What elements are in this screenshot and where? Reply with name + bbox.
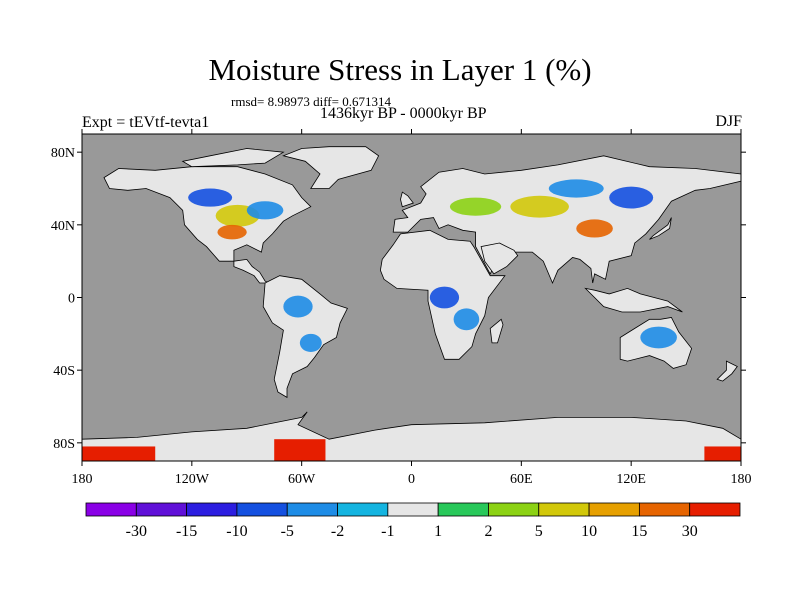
y-tick-label: 0 xyxy=(68,292,75,307)
colorbar-box xyxy=(135,502,188,517)
x-tick-label: 0 xyxy=(408,472,415,487)
landmass-uk xyxy=(400,191,414,208)
landmass-greenland xyxy=(282,146,380,189)
colorbar-label: 30 xyxy=(682,523,698,540)
colorbar-label: -10 xyxy=(226,523,247,540)
landmass-japan xyxy=(649,217,672,240)
anomaly-patch xyxy=(283,295,313,318)
y-tick-label: 40S xyxy=(53,364,75,379)
anomaly-patch xyxy=(609,186,654,209)
colorbar-box xyxy=(337,502,389,517)
x-tick-label: 60W xyxy=(288,472,316,487)
antarctic-anomaly xyxy=(82,446,156,461)
landmass-eurasia xyxy=(392,155,742,285)
anomaly-patch xyxy=(217,224,247,240)
antarctic-anomaly xyxy=(274,439,326,461)
anomaly-patch xyxy=(576,219,613,238)
landmass-indonesia xyxy=(584,287,683,313)
anomaly-patch xyxy=(449,197,502,216)
colorbar-box xyxy=(85,502,137,517)
rmsd-stats: rmsd= 8.98973 diff= 0.671314 xyxy=(231,94,391,109)
anomaly-patch xyxy=(188,188,233,207)
landmass-madagascar xyxy=(489,318,504,344)
colorbar-box xyxy=(638,502,691,517)
colorbar-label: 15 xyxy=(631,523,647,540)
anomaly-patch xyxy=(453,308,480,331)
season-label: DJF xyxy=(715,113,742,130)
colorbar-label: -2 xyxy=(331,523,344,540)
colorbar-box xyxy=(286,502,338,517)
colorbar-box xyxy=(186,502,238,517)
experiment-label: Expt = tEVtf-tevta1 xyxy=(82,114,210,131)
anomaly-patch xyxy=(548,179,604,198)
time-period: 1436kyr BP - 0000kyr BP xyxy=(320,105,487,122)
anomaly-patch xyxy=(510,195,569,218)
colorbar-box xyxy=(387,502,439,517)
anomaly-patch xyxy=(299,333,322,352)
antarctic-anomaly xyxy=(704,446,741,461)
colorbar-label: -30 xyxy=(126,523,147,540)
colorbar-label: -5 xyxy=(281,523,294,540)
y-tick-label: 40N xyxy=(51,219,75,234)
colorbar-box xyxy=(538,502,590,517)
landmass-north-america xyxy=(103,166,312,262)
colorbar-box xyxy=(437,502,489,517)
landmass-arabia-sea-gap xyxy=(480,242,519,275)
colorbar-label: -15 xyxy=(176,523,197,540)
y-tick-label: 80N xyxy=(51,146,75,161)
colorbar-label: 5 xyxy=(535,523,543,540)
y-tick-label: 80S xyxy=(53,437,75,452)
map-plot-area xyxy=(81,133,742,462)
colorbar: -30 -15 -10 -5 -2 -1 1 2 5 10 15 30 xyxy=(85,502,741,540)
x-tick-label: 120E xyxy=(616,472,646,487)
colorbar-box xyxy=(689,502,741,517)
x-tick-label: 120W xyxy=(175,472,210,487)
map-title: Moisture Stress in Layer 1 (%) xyxy=(208,52,592,87)
colorbar-label: -1 xyxy=(381,523,394,540)
map-axes: 180 120W 60W 0 60E 120E 180 80N 40N 0 40S 80S xyxy=(51,129,752,487)
x-tick-label: 180 xyxy=(731,472,752,487)
landmass-arctic-islands xyxy=(181,148,285,168)
anomaly-patch xyxy=(640,326,677,349)
anomaly-patch xyxy=(429,286,460,309)
x-tick-label: 60E xyxy=(510,472,533,487)
colorbar-box xyxy=(488,502,540,517)
x-tick-label: 180 xyxy=(72,472,93,487)
colorbar-label: 2 xyxy=(484,523,492,540)
anomaly-patch xyxy=(246,201,284,220)
colorbar-box xyxy=(588,502,640,517)
colorbar-label: 1 xyxy=(434,523,442,540)
colorbar-box xyxy=(236,502,288,517)
landmass-new-zealand xyxy=(716,360,738,382)
colorbar-label: 10 xyxy=(581,523,597,540)
